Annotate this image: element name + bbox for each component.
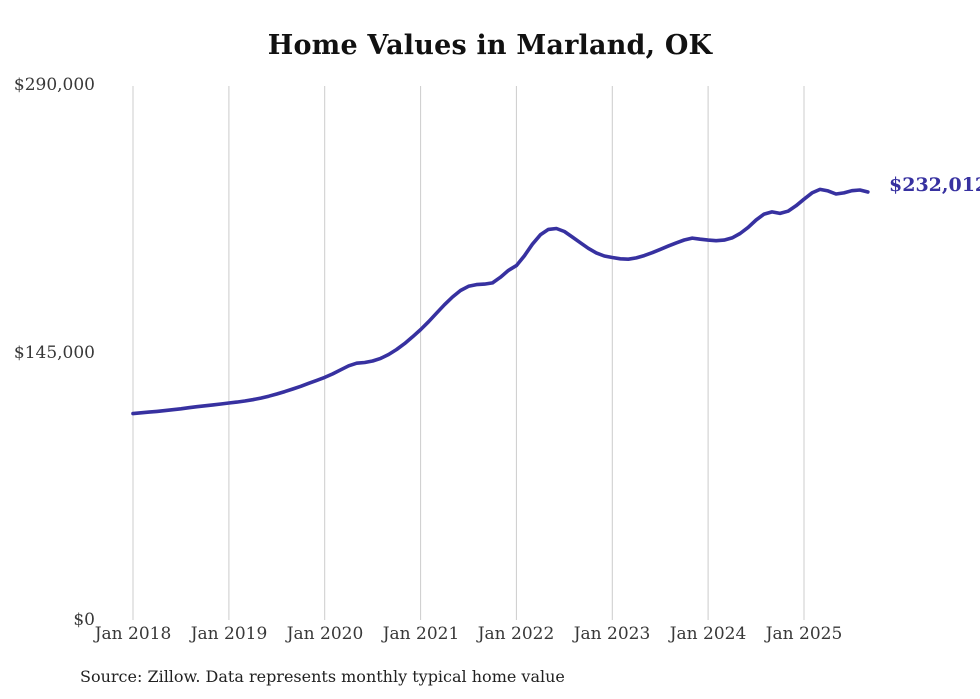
home-value-line <box>131 187 870 416</box>
y-tick-label: $145,000 <box>13 343 95 363</box>
x-tick-label: Jan 2021 <box>382 624 460 644</box>
x-tick-label: Jan 2024 <box>669 624 747 644</box>
x-tick-label: Jan 2018 <box>94 624 172 644</box>
x-tick-label: Jan 2022 <box>477 624 555 644</box>
current-value-label: $232,012 <box>889 174 980 196</box>
source-note: Source: Zillow. Data represents monthly … <box>80 667 565 686</box>
x-tick-label: Jan 2019 <box>190 624 268 644</box>
x-tick-label: Jan 2020 <box>286 624 364 644</box>
chart-title: Home Values in Marland, OK <box>267 30 713 61</box>
x-tick-label: Jan 2025 <box>765 624 843 644</box>
y-tick-label: $0 <box>73 610 95 630</box>
y-tick-label: $290,000 <box>13 75 95 95</box>
x-tick-label: Jan 2023 <box>573 624 651 644</box>
